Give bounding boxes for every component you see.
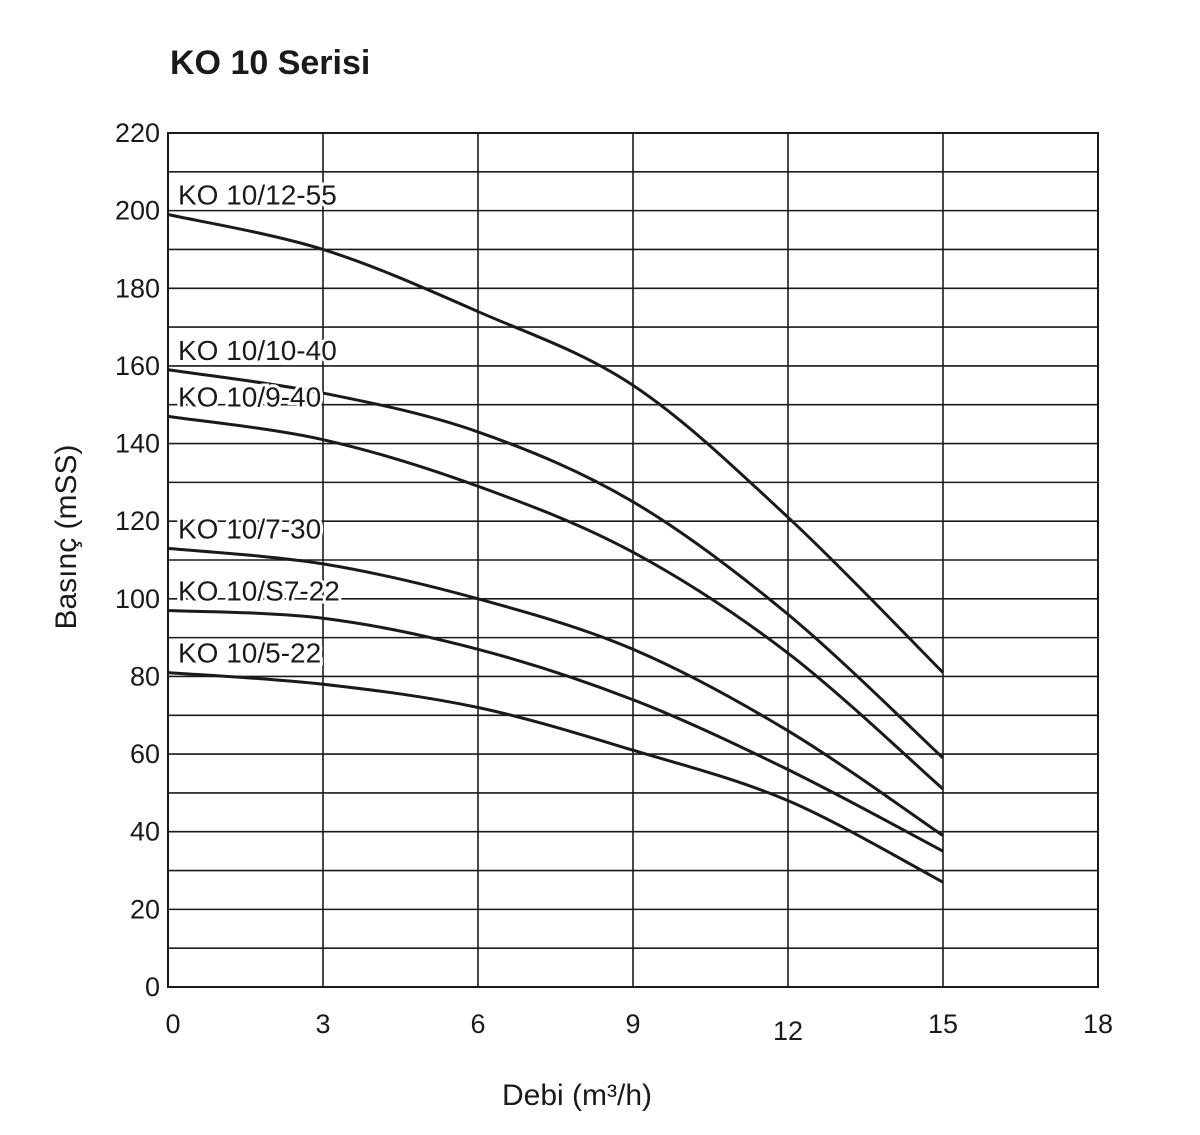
series-label-halo: KO 10/S7-22 <box>178 575 340 606</box>
x-tick-label: 15 <box>928 1009 958 1039</box>
y-tick-labels: 0 20 40 60 80 100 120 140 160 180 200 220 <box>115 118 160 1002</box>
x-tick-labels: 0 3 6 9 12 15 18 <box>165 1009 1113 1046</box>
series-label: KO 10/7-30 <box>178 513 321 544</box>
y-tick-label: 140 <box>115 429 160 459</box>
series-label: KO 10/9-40 <box>178 381 321 412</box>
x-tick-label: 9 <box>625 1009 640 1039</box>
series-line <box>167 671 944 884</box>
series-label-halo: KO 10/10-40 <box>178 335 337 366</box>
y-tick-label: 40 <box>130 817 160 847</box>
y-tick-label: 160 <box>115 351 160 381</box>
series-label: KO 10/10-40 <box>178 335 337 366</box>
y-axis-label: Basınç (mSS) <box>50 444 83 629</box>
series-label-halo: KO 10/12-55 <box>178 180 337 211</box>
series-line <box>167 546 944 837</box>
y-tick-label: 180 <box>115 273 160 303</box>
series-label: KO 10/S7-22 <box>178 575 340 606</box>
y-tick-label: 20 <box>130 894 160 924</box>
y-tick-label: 100 <box>115 584 160 614</box>
grid <box>167 132 1099 988</box>
series-label: KO 10/12-55 <box>178 180 337 211</box>
x-tick-label: 6 <box>470 1009 485 1039</box>
series-line <box>167 368 945 760</box>
y-tick-label: 80 <box>130 661 160 691</box>
y-tick-label: 220 <box>115 118 160 148</box>
y-tick-label: 60 <box>130 739 160 769</box>
series-label: KO 10/5-22 <box>178 638 321 669</box>
x-tick-label: 3 <box>315 1009 330 1039</box>
series-label-halo: KO 10/5-22 <box>178 638 321 669</box>
plot-frame <box>167 132 1099 988</box>
y-tick-label: 120 <box>115 506 160 536</box>
x-axis-label: Debi (m³/h) <box>502 1079 652 1112</box>
x-tick-label: 12 <box>773 1016 803 1046</box>
y-tick-label: 0 <box>145 972 160 1002</box>
chart-title: KO 10 Serisi <box>170 44 371 82</box>
x-tick-label: 0 <box>165 1009 180 1039</box>
x-tick-label: 18 <box>1083 1009 1113 1039</box>
series-line <box>167 213 945 674</box>
series-label-halo: KO 10/7-30 <box>178 513 321 544</box>
series-line <box>167 608 944 853</box>
series-group <box>167 213 945 884</box>
y-tick-label: 200 <box>115 196 160 226</box>
series-line <box>167 414 944 791</box>
series-label-halo: KO 10/9-40 <box>178 381 321 412</box>
